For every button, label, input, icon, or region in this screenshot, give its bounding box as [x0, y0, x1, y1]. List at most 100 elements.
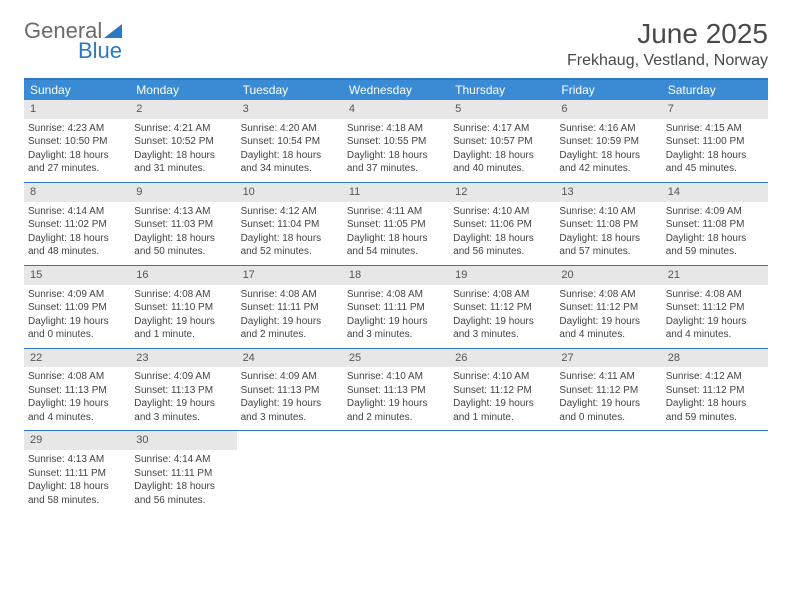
- daylight-text-2: and 3 minutes.: [241, 411, 339, 425]
- logo: GeneralBlue: [24, 18, 122, 64]
- dow-tuesday: Tuesday: [237, 80, 343, 100]
- sunset-text: Sunset: 11:12 PM: [453, 384, 551, 398]
- day-number: 15: [24, 266, 130, 285]
- day-cell: 13Sunrise: 4:10 AMSunset: 11:08 PMDaylig…: [555, 183, 661, 265]
- sunset-text: Sunset: 11:04 PM: [241, 218, 339, 232]
- day-cell: [343, 431, 449, 513]
- day-number: 10: [237, 183, 343, 202]
- day-cell: 29 Sunrise: 4:13 AMSunset: 11:11 PMDaylig…: [24, 431, 130, 513]
- day-number: 3: [237, 100, 343, 119]
- sunrise-text: Sunrise: 4:08 AM: [347, 288, 445, 302]
- day-number: 29: [24, 431, 130, 450]
- sunset-text: Sunset: 11:13 PM: [134, 384, 232, 398]
- sunrise-text: Sunrise: 4:12 AM: [241, 205, 339, 219]
- daylight-text-1: Daylight: 18 hours: [134, 232, 232, 246]
- day-cell: 7Sunrise: 4:15 AMSunset: 11:00 PMDayligh…: [662, 100, 768, 182]
- sunrise-text: Sunrise: 4:10 AM: [453, 205, 551, 219]
- sunrise-text: Sunrise: 4:21 AM: [134, 122, 232, 136]
- daylight-text-1: Daylight: 19 hours: [453, 397, 551, 411]
- daylight-text-2: and 54 minutes.: [347, 245, 445, 259]
- sunrise-text: Sunrise: 4:08 AM: [28, 370, 126, 384]
- daylight-text-1: Daylight: 19 hours: [347, 315, 445, 329]
- day-cell: 26 Sunrise: 4:10 AMSunset: 11:12 PMDaylig…: [449, 349, 555, 431]
- sunrise-text: Sunrise: 4:09 AM: [241, 370, 339, 384]
- daylight-text-1: Daylight: 18 hours: [666, 397, 764, 411]
- day-cell: 30Sunrise: 4:14 AMSunset: 11:11 PMDaylig…: [130, 431, 236, 513]
- daylight-text-1: Daylight: 19 hours: [28, 397, 126, 411]
- daylight-text-1: Daylight: 18 hours: [666, 149, 764, 163]
- day-number: 27: [555, 349, 661, 368]
- sunrise-text: Sunrise: 4:10 AM: [453, 370, 551, 384]
- calendar: Sunday Monday Tuesday Wednesday Thursday…: [24, 78, 768, 513]
- sunset-text: Sunset: 11:12 PM: [666, 384, 764, 398]
- day-cell: 20Sunrise: 4:08 AMSunset: 11:12 PMDaylig…: [555, 266, 661, 348]
- day-number: 21: [662, 266, 768, 285]
- day-cell: 17Sunrise: 4:08 AMSunset: 11:11 PMDaylig…: [237, 266, 343, 348]
- sunset-text: Sunset: 10:57 PM: [453, 135, 551, 149]
- sunset-text: Sunset: 11:02 PM: [28, 218, 126, 232]
- sunset-text: Sunset: 11:08 PM: [666, 218, 764, 232]
- sunrise-text: Sunrise: 4:11 AM: [559, 370, 657, 384]
- daylight-text-2: and 34 minutes.: [241, 162, 339, 176]
- daylight-text-2: and 50 minutes.: [134, 245, 232, 259]
- daylight-text-1: Daylight: 18 hours: [241, 232, 339, 246]
- daylight-text-1: Daylight: 18 hours: [347, 232, 445, 246]
- daylight-text-2: and 27 minutes.: [28, 162, 126, 176]
- daylight-text-2: and 40 minutes.: [453, 162, 551, 176]
- sunset-text: Sunset: 11:12 PM: [666, 301, 764, 315]
- daylight-text-1: Daylight: 19 hours: [241, 397, 339, 411]
- sunrise-text: Sunrise: 4:12 AM: [666, 370, 764, 384]
- sunrise-text: Sunrise: 4:09 AM: [28, 288, 126, 302]
- dow-saturday: Saturday: [662, 80, 768, 100]
- sunrise-text: Sunrise: 4:09 AM: [666, 205, 764, 219]
- sunset-text: Sunset: 11:11 PM: [28, 467, 126, 481]
- daylight-text-2: and 48 minutes.: [28, 245, 126, 259]
- daylight-text-2: and 3 minutes.: [134, 411, 232, 425]
- day-number: 17: [237, 266, 343, 285]
- daylight-text-2: and 42 minutes.: [559, 162, 657, 176]
- daylight-text-1: Daylight: 18 hours: [28, 149, 126, 163]
- daylight-text-1: Daylight: 18 hours: [28, 480, 126, 494]
- sunset-text: Sunset: 11:06 PM: [453, 218, 551, 232]
- day-number: 20: [555, 266, 661, 285]
- day-number: 8: [24, 183, 130, 202]
- day-cell: 10 Sunrise: 4:12 AMSunset: 11:04 PMDaylig…: [237, 183, 343, 265]
- week-row: 22Sunrise: 4:08 AMSunset: 11:13 PMDaylig…: [24, 349, 768, 432]
- day-number: 18: [343, 266, 449, 285]
- day-number: 7: [662, 100, 768, 119]
- logo-triangle-icon: [104, 24, 122, 38]
- daylight-text-1: Daylight: 18 hours: [134, 149, 232, 163]
- day-cell: 22Sunrise: 4:08 AMSunset: 11:13 PMDaylig…: [24, 349, 130, 431]
- day-cell: 23Sunrise: 4:09 AMSunset: 11:13 PMDaylig…: [130, 349, 236, 431]
- daylight-text-2: and 56 minutes.: [134, 494, 232, 508]
- sunrise-text: Sunrise: 4:09 AM: [134, 370, 232, 384]
- dow-sunday: Sunday: [24, 80, 130, 100]
- day-number: 25: [343, 349, 449, 368]
- sunset-text: Sunset: 11:13 PM: [241, 384, 339, 398]
- day-number: 28: [662, 349, 768, 368]
- logo-text-blue: Blue: [78, 38, 122, 64]
- day-number: 13: [555, 183, 661, 202]
- daylight-text-1: Daylight: 19 hours: [134, 397, 232, 411]
- sunrise-text: Sunrise: 4:08 AM: [559, 288, 657, 302]
- daylight-text-1: Daylight: 18 hours: [453, 149, 551, 163]
- dow-wednesday: Wednesday: [343, 80, 449, 100]
- sunrise-text: Sunrise: 4:23 AM: [28, 122, 126, 136]
- sunset-text: Sunset: 11:11 PM: [241, 301, 339, 315]
- dow-friday: Friday: [555, 80, 661, 100]
- daylight-text-1: Daylight: 18 hours: [134, 480, 232, 494]
- day-cell: [555, 431, 661, 513]
- day-cell: 21Sunrise: 4:08 AMSunset: 11:12 PMDaylig…: [662, 266, 768, 348]
- daylight-text-2: and 4 minutes.: [666, 328, 764, 342]
- daylight-text-2: and 56 minutes.: [453, 245, 551, 259]
- day-number: 2: [130, 100, 236, 119]
- daylight-text-2: and 4 minutes.: [559, 328, 657, 342]
- sunset-text: Sunset: 10:59 PM: [559, 135, 657, 149]
- sunset-text: Sunset: 11:11 PM: [134, 467, 232, 481]
- sunset-text: Sunset: 11:05 PM: [347, 218, 445, 232]
- daylight-text-2: and 58 minutes.: [28, 494, 126, 508]
- sunset-text: Sunset: 11:00 PM: [666, 135, 764, 149]
- daylight-text-2: and 59 minutes.: [666, 411, 764, 425]
- day-number: 26: [449, 349, 555, 368]
- sunrise-text: Sunrise: 4:13 AM: [28, 453, 126, 467]
